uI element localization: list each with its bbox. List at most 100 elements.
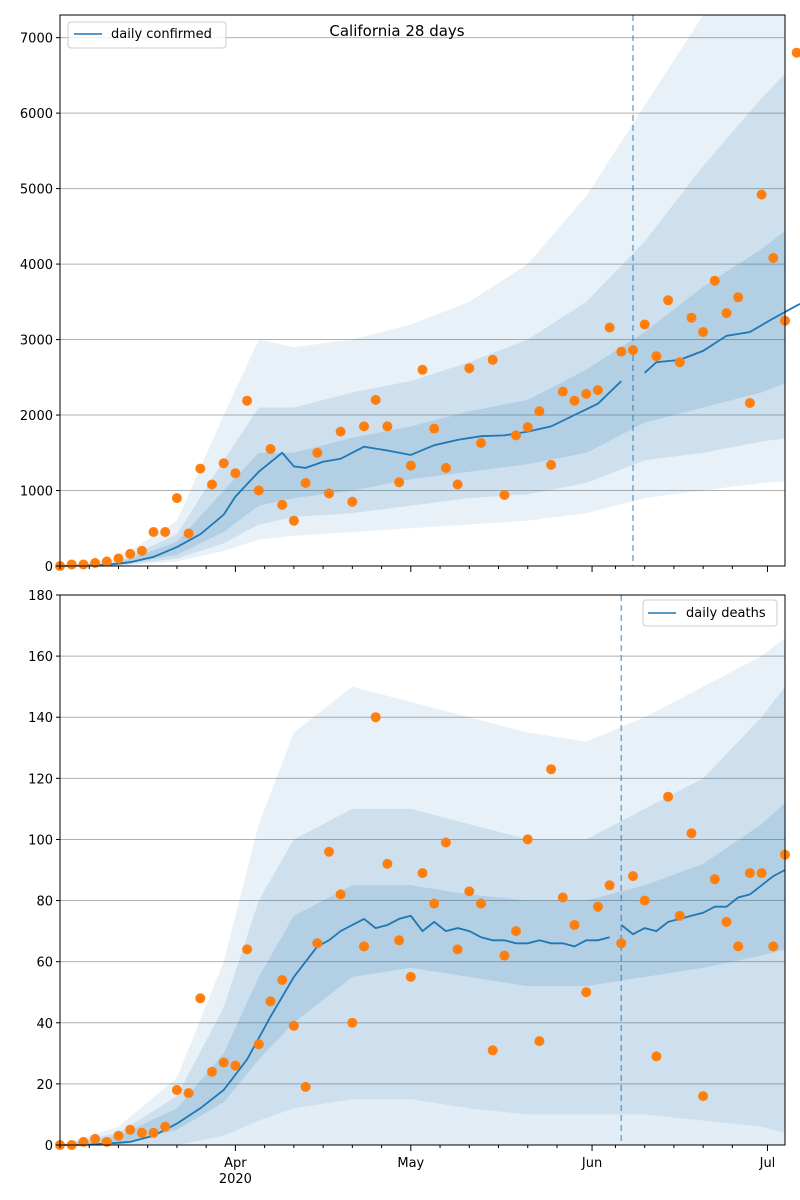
y-tick-label: 0 bbox=[45, 560, 53, 575]
observed-point bbox=[616, 346, 627, 357]
y-tick-label: 3000 bbox=[20, 334, 53, 349]
observed-point bbox=[183, 1088, 194, 1099]
observed-point bbox=[277, 975, 288, 985]
deaths-legend-label: daily deaths bbox=[686, 606, 766, 621]
observed-point bbox=[709, 275, 720, 286]
observed-point bbox=[370, 712, 381, 723]
y-tick-label: 140 bbox=[28, 711, 53, 726]
observed-point bbox=[499, 490, 510, 500]
observed-point bbox=[288, 1020, 299, 1031]
observed-point bbox=[663, 791, 674, 802]
observed-point bbox=[429, 423, 440, 434]
observed-point bbox=[452, 479, 463, 490]
plot-frame bbox=[59, 594, 786, 1146]
observed-point bbox=[394, 935, 405, 946]
observed-point bbox=[125, 1124, 136, 1135]
observed-point bbox=[160, 1121, 171, 1132]
observed-point bbox=[218, 1057, 229, 1068]
band-80-band bbox=[60, 73, 785, 567]
observed-point bbox=[253, 485, 264, 496]
observed-point bbox=[335, 889, 346, 900]
observed-point bbox=[522, 834, 533, 845]
observed-point bbox=[242, 395, 253, 406]
observed-point bbox=[628, 871, 638, 882]
observed-point bbox=[569, 920, 580, 930]
y-tick-label: 6000 bbox=[20, 107, 53, 122]
y-tick-label: 80 bbox=[36, 895, 53, 910]
observed-point bbox=[195, 993, 206, 1004]
observed-point bbox=[405, 971, 416, 982]
observed-point bbox=[359, 941, 369, 952]
observed-point bbox=[546, 764, 557, 775]
observed-point bbox=[511, 430, 521, 441]
confirmed-legend-box bbox=[67, 21, 227, 49]
y-tick-label: 20 bbox=[36, 1078, 53, 1093]
y-tick-label: 60 bbox=[36, 956, 53, 971]
observed-point bbox=[592, 385, 603, 396]
observed-point bbox=[604, 880, 615, 891]
deaths-legend-box bbox=[642, 599, 778, 627]
observed-point bbox=[744, 398, 755, 408]
observed-point bbox=[791, 47, 800, 58]
observed-point bbox=[417, 364, 428, 375]
observed-point bbox=[207, 479, 217, 490]
observed-point bbox=[171, 493, 182, 504]
observed-point bbox=[66, 559, 77, 570]
y-tick-label: 7000 bbox=[20, 32, 53, 47]
y-tick-label: 5000 bbox=[20, 183, 53, 198]
observed-point bbox=[230, 1060, 241, 1071]
observed-point bbox=[581, 987, 592, 998]
observed-point bbox=[125, 548, 136, 559]
observed-point bbox=[721, 308, 732, 319]
plot-frame bbox=[59, 14, 786, 567]
observed-point bbox=[651, 351, 662, 362]
y-tick-label: 4000 bbox=[20, 258, 53, 273]
confirmed-plot: 0 1000 2000 3000 4000 5000 6000 7000 bbox=[20, 14, 800, 575]
observed-point bbox=[324, 846, 334, 857]
observed-point bbox=[265, 996, 276, 1007]
observed-point bbox=[78, 1136, 89, 1147]
median-line-forecast bbox=[620, 869, 786, 936]
observed-point bbox=[148, 527, 159, 537]
observed-point bbox=[288, 515, 299, 526]
observed-point bbox=[534, 1036, 545, 1047]
observed-point bbox=[417, 868, 428, 879]
observed-point bbox=[207, 1066, 217, 1077]
observed-point bbox=[300, 478, 311, 488]
observed-point bbox=[487, 354, 498, 365]
observed-point bbox=[744, 868, 755, 879]
x-tick-label: Apr bbox=[224, 1156, 247, 1171]
observed-point bbox=[698, 1091, 709, 1102]
observed-point bbox=[511, 926, 521, 937]
observed-point bbox=[639, 895, 650, 906]
observed-point bbox=[171, 1085, 182, 1095]
observed-point bbox=[604, 322, 615, 333]
observed-point bbox=[733, 292, 744, 303]
y-tick-label: 100 bbox=[28, 833, 53, 848]
observed-point bbox=[721, 916, 732, 927]
observed-point bbox=[768, 941, 779, 952]
observed-point bbox=[136, 1127, 147, 1138]
observed-point bbox=[242, 944, 253, 955]
observed-point bbox=[464, 886, 475, 897]
observed-point bbox=[581, 388, 592, 399]
observed-point bbox=[651, 1051, 662, 1062]
observed-point bbox=[277, 499, 288, 510]
observed-point bbox=[405, 460, 416, 471]
observed-point bbox=[709, 874, 720, 885]
x-tick-label: May bbox=[397, 1156, 424, 1171]
observed-point bbox=[663, 295, 674, 306]
observed-point bbox=[686, 312, 697, 323]
observed-point bbox=[674, 910, 685, 921]
observed-point bbox=[359, 421, 369, 432]
observed-point bbox=[733, 941, 744, 952]
observed-point bbox=[557, 386, 568, 397]
observed-point bbox=[487, 1045, 498, 1056]
y-tick-label: 40 bbox=[36, 1017, 53, 1032]
band-95-band bbox=[60, 15, 785, 566]
observed-point bbox=[429, 898, 440, 909]
observed-point bbox=[218, 458, 229, 469]
observed-point bbox=[756, 189, 767, 200]
